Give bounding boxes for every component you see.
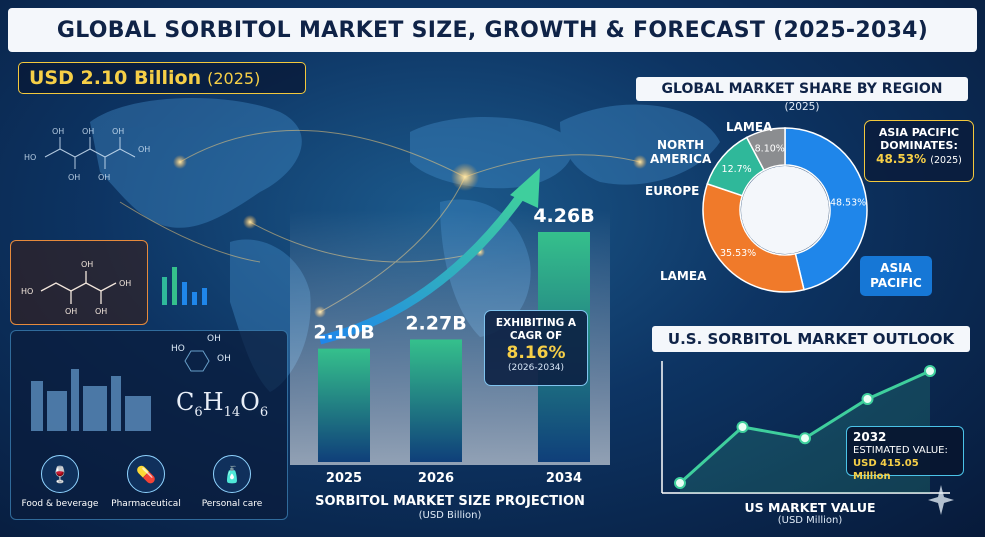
factory-icon: HO OH OH — [31, 334, 231, 431]
bar-value-label: 2.27B — [405, 312, 466, 334]
app-food-beverage-label: Food & beverage — [21, 499, 99, 509]
svg-text:OH: OH — [82, 127, 94, 136]
sorbitol-skeleton-icon: HO OH OH OH OH — [21, 260, 131, 316]
share-title: GLOBAL MARKET SHARE BY REGION — [636, 77, 968, 101]
donut-slice — [702, 182, 805, 293]
cagr-line2: CAGR OF — [509, 330, 563, 342]
donut-slice-label: 35.53% — [720, 248, 756, 259]
bar-2025 — [318, 348, 370, 462]
formula-c: C — [176, 388, 195, 416]
projection-caption: SORBITOL MARKET SIZE PROJECTION (USD Bil… — [300, 494, 600, 521]
svg-text:OH: OH — [138, 145, 150, 154]
donut-hole — [741, 166, 829, 254]
food-beverage-icon: 🍷 — [41, 455, 79, 493]
app-food-beverage: 🍷 Food & beverage — [17, 455, 103, 509]
market-share-donut: 48.53% 35.53% 12.7%8.10% — [702, 127, 868, 293]
apac-callout-title: ASIA PACIFIC DOMINATES: — [878, 126, 960, 152]
industry-panel: HO OH OH 🍷 Food & beverage 💊 Pharmaceutica… — [10, 330, 288, 520]
label-north-america: NORTH AMERICA — [650, 138, 712, 166]
apac-callout-value: 48.53% — [876, 152, 927, 166]
app-personal-care: 🧴 Personal care — [189, 455, 275, 509]
cagr-value: 8.16% — [506, 343, 566, 363]
bar-category-label: 2026 — [418, 471, 454, 486]
svg-text:OH: OH — [95, 307, 107, 316]
growth-arrow — [318, 187, 529, 345]
formula-h-count: 14 — [223, 404, 241, 420]
bar-category-label: 2034 — [546, 471, 582, 486]
line-point — [674, 477, 686, 489]
formula-h: H — [202, 388, 224, 416]
bottle-icon: 🧴 — [213, 455, 251, 493]
donut-slice-label: 8.10% — [755, 143, 785, 154]
svg-text:OH: OH — [98, 173, 110, 182]
svg-text:HO: HO — [171, 344, 185, 354]
chemical-formula: C6H14O6 — [176, 388, 268, 420]
svg-text:HO: HO — [21, 287, 33, 296]
label-lamea-bottom: LAMEA — [660, 269, 707, 283]
cagr-line1: EXHIBITING A — [495, 317, 577, 329]
estimated-value-callout: 2032 ESTIMATED VALUE: USD 415.05 Million — [846, 426, 964, 482]
us-outlook-title: U.S. SORBITOL MARKET OUTLOOK — [652, 326, 970, 352]
bar-2026 — [410, 339, 462, 462]
market-year: (2025) — [207, 68, 261, 88]
bar-category-label: 2025 — [326, 471, 362, 486]
title-bar: GLOBAL SORBITOL MARKET SIZE, GROWTH & FO… — [8, 8, 977, 52]
bar-value-label: 2.10B — [313, 322, 374, 344]
donut-slice-label: 12.7% — [722, 164, 752, 175]
svg-text:OH: OH — [68, 173, 80, 182]
line-point — [924, 365, 936, 377]
svg-text:OH: OH — [112, 127, 124, 136]
svg-text:OH: OH — [119, 279, 131, 288]
us-caption: US MARKET VALUE (USD Million) — [720, 500, 900, 526]
cagr-period: (2026-2034) — [507, 363, 565, 373]
apac-callout-year: (2025) — [930, 155, 962, 166]
formula-o-count: 6 — [259, 404, 269, 420]
svg-text:OH: OH — [207, 334, 221, 344]
svg-text:OH: OH — [81, 260, 93, 269]
est-value: USD 415.05 Million — [853, 458, 919, 482]
est-year: 2032 — [853, 430, 887, 444]
bar-value-label: 4.26B — [533, 205, 594, 227]
projection-unit: (USD Billion) — [418, 510, 482, 521]
svg-text:HO: HO — [24, 153, 36, 162]
app-personal-care-label: Personal care — [201, 499, 263, 509]
cagr-callout: EXHIBITING A CAGR OF 8.16% (2026-2034) — [484, 310, 588, 386]
donut-slice-label: 48.53% — [830, 198, 866, 209]
chemical-structure-panel: HO OH OH OH OH — [10, 240, 148, 325]
svg-text:OH: OH — [52, 127, 64, 136]
us-caption-title: US MARKET VALUE — [744, 500, 876, 515]
line-point — [799, 432, 811, 445]
line-point — [861, 393, 874, 405]
sparkle-icon — [928, 485, 954, 515]
page-title: GLOBAL SORBITOL MARKET SIZE, GROWTH & FO… — [56, 17, 929, 43]
projection-title: SORBITOL MARKET SIZE PROJECTION — [315, 494, 585, 509]
svg-text:OH: OH — [217, 354, 231, 364]
formula-c-count: 6 — [194, 404, 203, 420]
growth-arrow-head — [510, 168, 540, 208]
us-caption-unit: (USD Million) — [777, 515, 843, 526]
app-pharmaceutical: 💊 Pharmaceutical — [103, 455, 189, 509]
est-label: ESTIMATED VALUE: — [853, 445, 948, 456]
app-pharmaceutical-label: Pharmaceutical — [111, 499, 181, 509]
pill-icon: 💊 — [127, 455, 165, 493]
donut-slice — [745, 127, 786, 172]
mini-bar-graphic — [162, 267, 207, 305]
donut-slice — [784, 127, 868, 291]
line-point — [736, 421, 749, 433]
market-value-badge: USD 2.10 Billion (2025) — [18, 62, 306, 94]
market-value: USD 2.10 Billion — [29, 67, 202, 89]
label-asia-pacific: ASIA PACIFIC — [860, 256, 932, 296]
formula-o: O — [240, 388, 260, 416]
label-lamea-top: LAMEA — [726, 120, 773, 134]
asia-pacific-callout: ASIA PACIFIC DOMINATES: 48.53% (2025) — [864, 120, 974, 182]
molecule-structure — [44, 137, 136, 169]
label-europe: EUROPE — [645, 184, 700, 198]
share-year: (2025) — [784, 101, 820, 113]
svg-text:OH: OH — [65, 307, 77, 316]
